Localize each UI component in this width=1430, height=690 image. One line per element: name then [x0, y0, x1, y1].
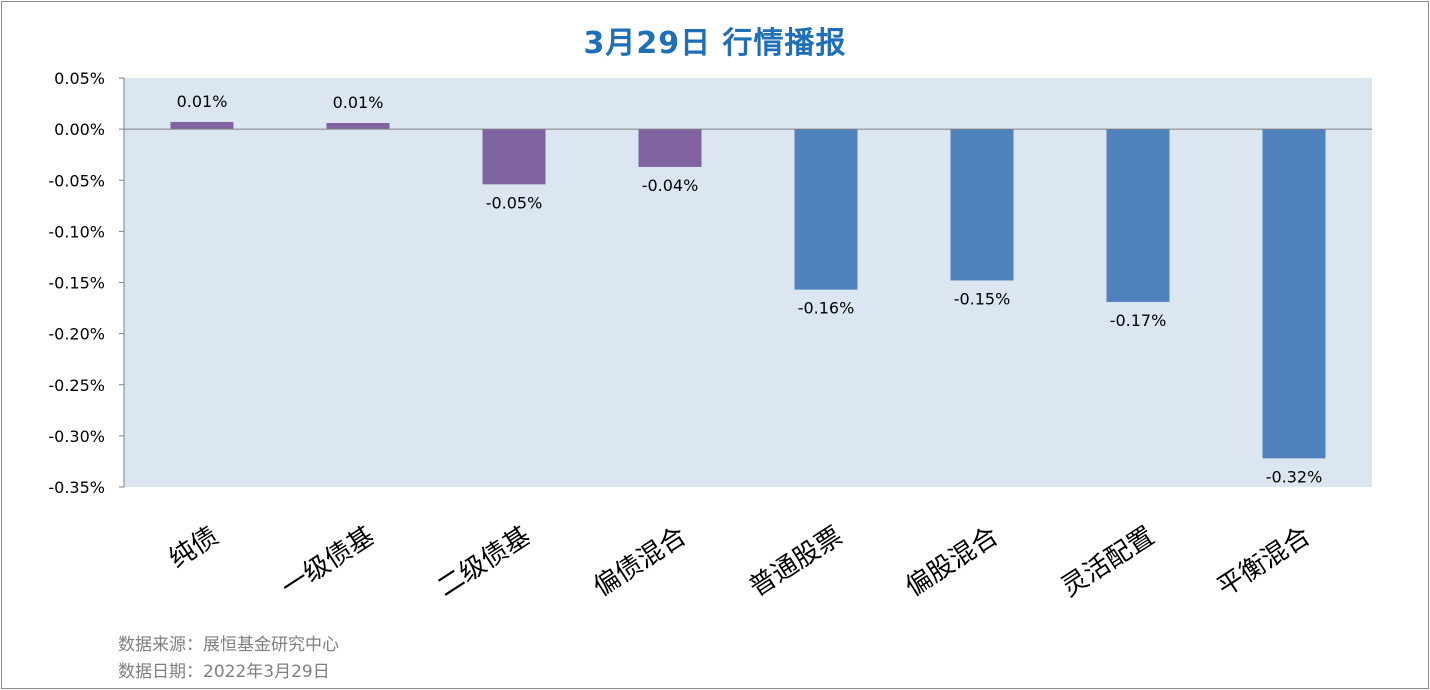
y-tick-label: -0.15%: [48, 274, 105, 293]
data-label: 0.01%: [177, 92, 228, 111]
data-label: 0.01%: [333, 93, 384, 112]
bar-7: [1262, 129, 1326, 459]
x-category-label: 偏股混合: [900, 521, 1004, 603]
data-label: -0.05%: [486, 193, 543, 212]
x-category-label: 纯债: [164, 521, 224, 574]
bar-2: [482, 129, 546, 185]
data-date-note: 数据日期：2022年3月29日: [118, 662, 330, 682]
x-category-label: 一级债基: [276, 521, 380, 603]
y-tick-label: -0.35%: [48, 478, 105, 497]
data-source-note: 数据来源：展恒基金研究中心: [118, 635, 339, 655]
bar-6: [1106, 129, 1170, 302]
bar-0: [170, 121, 234, 130]
x-category-label: 偏债混合: [588, 521, 692, 603]
y-tick-label: -0.25%: [48, 376, 105, 395]
bar-1: [326, 122, 390, 130]
y-tick-label: -0.20%: [48, 325, 105, 344]
y-tick-label: -0.10%: [48, 222, 105, 241]
x-category-label: 二级债基: [432, 521, 536, 603]
bar-5: [950, 129, 1014, 281]
bar-4: [794, 129, 858, 290]
data-label: -0.04%: [642, 176, 699, 195]
y-tick-label: 0.05%: [54, 69, 105, 88]
bar-3: [638, 129, 702, 167]
x-category-label: 平衡混合: [1212, 521, 1316, 603]
x-category-label: 普通股票: [744, 521, 848, 603]
chart-title: 3月29日 行情播报: [583, 26, 847, 61]
x-category-label: 灵活配置: [1056, 521, 1160, 603]
y-tick-label: 0.00%: [54, 120, 105, 139]
data-label: -0.32%: [1266, 467, 1323, 486]
data-label: -0.17%: [1110, 311, 1167, 330]
y-tick-label: -0.05%: [48, 171, 105, 190]
data-label: -0.15%: [954, 289, 1011, 308]
y-tick-label: -0.30%: [48, 427, 105, 446]
plot-area: [124, 78, 1372, 487]
data-label: -0.16%: [798, 299, 855, 318]
